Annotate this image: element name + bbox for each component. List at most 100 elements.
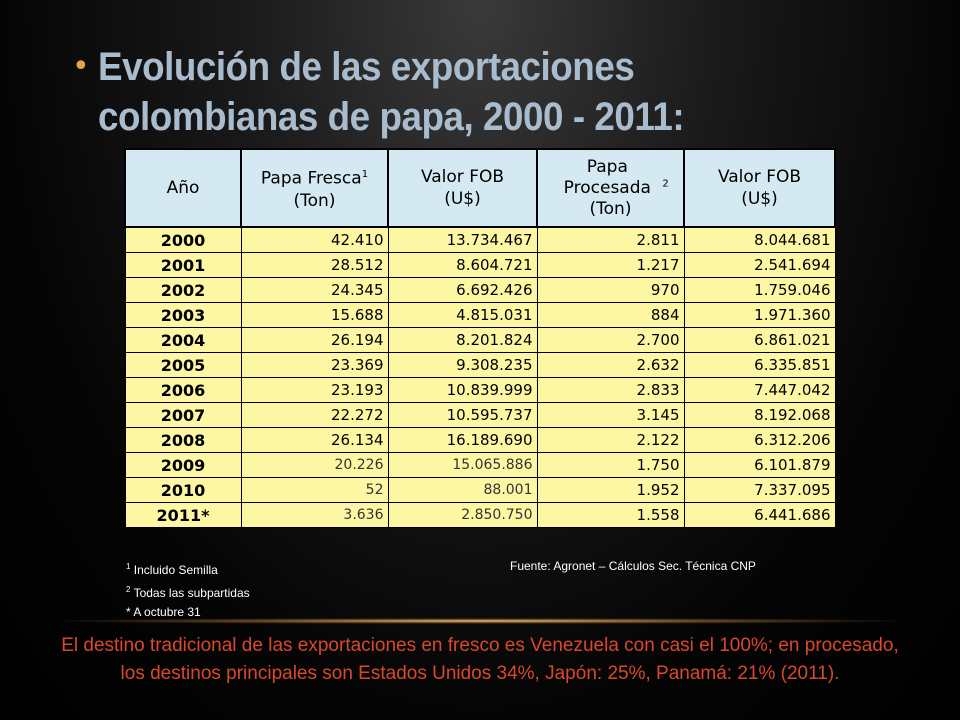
footnote-1-text: Incluido Semilla bbox=[133, 563, 218, 577]
cell-value: 3.145 bbox=[536, 402, 685, 428]
cell-value: 10.839.999 bbox=[387, 377, 538, 403]
cell-value: 2.541.694 bbox=[683, 252, 836, 278]
cell-value: 6.101.879 bbox=[683, 452, 836, 478]
header-fresh-ton: Papa Fresca1 (Ton) bbox=[240, 148, 389, 228]
cell-value: 16.189.690 bbox=[387, 427, 538, 453]
cell-value: 26.194 bbox=[240, 327, 389, 353]
cell-year: 2005 bbox=[124, 352, 242, 378]
header-fob1-unit: (U$) bbox=[444, 189, 481, 209]
header-processed-ton: Papa Procesada 2 (Ton) bbox=[536, 148, 685, 228]
cell-value: 6.692.426 bbox=[387, 277, 538, 303]
header-processed-fob: Valor FOB (U$) bbox=[683, 148, 836, 228]
cell-value: 13.734.467 bbox=[387, 226, 538, 253]
cell-year: 2010 bbox=[124, 477, 242, 503]
cell-value: 2.811 bbox=[536, 226, 685, 253]
cell-value: 970 bbox=[536, 277, 685, 303]
table-row: 2009 20.226 15.065.886 1.750 6.101.879 bbox=[124, 452, 836, 478]
table-row: 2006 23.193 10.839.999 2.833 7.447.042 bbox=[124, 377, 836, 403]
cell-year: 2008 bbox=[124, 427, 242, 453]
cell-value: 2.833 bbox=[536, 377, 685, 403]
cell-value: 1.217 bbox=[536, 252, 685, 278]
cell-value: 8.044.681 bbox=[683, 226, 836, 253]
cell-value: 2.850.750 bbox=[387, 502, 538, 528]
header-fresh-label: Papa Fresca bbox=[260, 168, 362, 189]
cell-value: 26.134 bbox=[240, 427, 389, 453]
cell-value: 10.595.737 bbox=[387, 402, 538, 428]
cell-value: 3.636 bbox=[240, 502, 389, 528]
cell-value: 7.337.095 bbox=[683, 477, 836, 503]
table-row: 2008 26.134 16.189.690 2.122 6.312.206 bbox=[124, 427, 836, 453]
footnote-3: * A octubre 31 bbox=[126, 605, 201, 619]
cell-value: 8.192.068 bbox=[683, 402, 836, 428]
footnotes: 1 Incluido Semilla 2 Todas las subpartid… bbox=[126, 557, 250, 622]
header-fresh-sup: 1 bbox=[361, 169, 369, 181]
table-row: 2005 23.369 9.308.235 2.632 6.335.851 bbox=[124, 352, 836, 378]
cell-value: 42.410 bbox=[240, 226, 389, 253]
cell-value: 88.001 bbox=[387, 477, 538, 503]
divider-glow bbox=[40, 618, 920, 624]
footnote-2: 2 Todas las subpartidas bbox=[126, 580, 250, 603]
summary-text: El destino tradicional de las exportacio… bbox=[61, 635, 899, 684]
cell-value: 1.750 bbox=[536, 452, 685, 478]
cell-value: 1.558 bbox=[536, 502, 685, 528]
footnote-2-sup: 2 bbox=[126, 585, 131, 594]
cell-value: 15.688 bbox=[240, 302, 389, 328]
cell-value: 2.632 bbox=[536, 352, 685, 378]
cell-year: 2004 bbox=[124, 327, 242, 353]
cell-year: 2000 bbox=[124, 226, 242, 253]
cell-value: 1.952 bbox=[536, 477, 685, 503]
table-row: 2002 24.345 6.692.426 970 1.759.046 bbox=[124, 277, 836, 303]
cell-value: 22.272 bbox=[240, 402, 389, 428]
cell-year: 2001 bbox=[124, 252, 242, 278]
table-row: 2001 28.512 8.604.721 1.217 2.541.694 bbox=[124, 252, 836, 278]
cell-value: 9.308.235 bbox=[387, 352, 538, 378]
cell-value: 2.122 bbox=[536, 427, 685, 453]
header-fob2-label: Valor FOB bbox=[717, 167, 802, 187]
header-fob2-unit: (U$) bbox=[741, 189, 778, 209]
header-row: Año Papa Fresca1 (Ton) Valor FOB (U$) Pa… bbox=[124, 148, 836, 228]
cell-value: 1.971.360 bbox=[683, 302, 836, 328]
bullet-icon: • bbox=[72, 49, 90, 84]
cell-value: 15.065.886 bbox=[387, 452, 538, 478]
header-fresh-fob: Valor FOB (U$) bbox=[387, 148, 538, 228]
cell-value: 23.369 bbox=[240, 352, 389, 378]
cell-value: 52 bbox=[240, 477, 389, 503]
cell-value: 8.201.824 bbox=[387, 327, 538, 353]
footnote-1-sup: 1 bbox=[126, 562, 131, 571]
header-year: Año bbox=[124, 148, 242, 228]
cell-value: 6.335.851 bbox=[683, 352, 836, 378]
header-processed-sup: 2 bbox=[662, 177, 669, 189]
header-processed-label: Papa Procesada bbox=[563, 156, 651, 198]
cell-year: 2003 bbox=[124, 302, 242, 328]
table-row: 2007 22.272 10.595.737 3.145 8.192.068 bbox=[124, 402, 836, 428]
cell-year: 2007 bbox=[124, 402, 242, 428]
header-fresh-unit: (Ton) bbox=[293, 190, 336, 211]
cell-value: 6.441.686 bbox=[683, 502, 836, 528]
cell-value: 1.759.046 bbox=[683, 277, 836, 303]
table-row: 2004 26.194 8.201.824 2.700 6.861.021 bbox=[124, 327, 836, 353]
cell-value: 24.345 bbox=[240, 277, 389, 303]
cell-value: 20.226 bbox=[240, 452, 389, 478]
cell-value: 23.193 bbox=[240, 377, 389, 403]
cell-year: 2009 bbox=[124, 452, 242, 478]
source-note: Fuente: Agronet – Cálculos Sec. Técnica … bbox=[510, 559, 756, 573]
cell-value: 4.815.031 bbox=[387, 302, 538, 328]
cell-year: 2002 bbox=[124, 277, 242, 303]
header-year-label: Año bbox=[166, 178, 200, 198]
footnote-2-text: Todas las subpartidas bbox=[133, 586, 250, 600]
slide-title-block: • Evolución de las exportaciones colombi… bbox=[72, 42, 902, 142]
header-processed-unit: (Ton) bbox=[589, 198, 632, 219]
table-row: 2000 42.410 13.734.467 2.811 8.044.681 bbox=[124, 226, 836, 253]
cell-value: 28.512 bbox=[240, 252, 389, 278]
cell-value: 6.312.206 bbox=[683, 427, 836, 453]
header-fob1-label: Valor FOB bbox=[420, 167, 505, 187]
cell-value: 2.700 bbox=[536, 327, 685, 353]
exports-table: Año Papa Fresca1 (Ton) Valor FOB (U$) Pa… bbox=[124, 148, 836, 528]
table-row: 2003 15.688 4.815.031 884 1.971.360 bbox=[124, 302, 836, 328]
table-row: 2011* 3.636 2.850.750 1.558 6.441.686 bbox=[124, 502, 836, 528]
cell-year: 2011* bbox=[124, 502, 242, 528]
cell-value: 8.604.721 bbox=[387, 252, 538, 278]
table-row: 2010 52 88.001 1.952 7.337.095 bbox=[124, 477, 836, 503]
cell-value: 7.447.042 bbox=[683, 377, 836, 403]
footnote-1: 1 Incluido Semilla bbox=[126, 557, 250, 580]
